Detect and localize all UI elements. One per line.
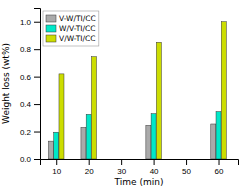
tick: 10	[52, 159, 61, 176]
tick: 0.8	[20, 45, 40, 54]
tick: 0.4	[20, 100, 40, 109]
tick-label: 0.0	[20, 155, 32, 164]
tick: 1.0	[20, 18, 40, 27]
tick-mark	[186, 159, 187, 165]
bar	[146, 125, 151, 159]
y-axis: 0.0 0.2 0.4 0.6 0.8 1.0	[20, 9, 41, 165]
tick-mark	[89, 159, 90, 165]
tick: 0.6	[20, 73, 40, 82]
tick: 20	[85, 159, 94, 176]
bar	[211, 124, 216, 159]
tick-label: 0.4	[20, 100, 32, 109]
legend-swatch	[46, 35, 56, 42]
bar	[86, 114, 91, 159]
legend-item: W/V-TI/CC	[46, 24, 95, 33]
legend: V-W/TI/CCW/V-TI/CCV/W-TI/CC	[43, 11, 99, 46]
tick: 0.2	[20, 128, 40, 137]
tick-mark	[56, 159, 57, 165]
axis-line	[41, 160, 239, 166]
tick-mark	[34, 49, 40, 50]
legend-swatch	[46, 25, 56, 32]
bar	[81, 127, 86, 159]
tick: 0.0	[20, 155, 40, 164]
bars	[48, 22, 226, 159]
tick-label: 10	[52, 167, 61, 176]
bar	[48, 141, 53, 159]
tick-label: 0.6	[20, 73, 32, 82]
axis-line	[34, 9, 41, 160]
bar	[91, 57, 96, 159]
tick-label: 0.2	[20, 128, 32, 137]
tick-mark	[154, 159, 155, 165]
bar	[221, 22, 226, 159]
tick-mark	[34, 104, 40, 105]
tick: 50	[182, 159, 191, 176]
x-axis: 10 20 30 40 50 60	[41, 159, 239, 176]
plot: 10 20 30 40 50 60 0.0 0.2 0.4 0.6 0.8 1.0 Time (min)…	[1, 9, 239, 188]
tick-label: 0.8	[20, 45, 32, 54]
tick-label: 60	[215, 167, 224, 176]
tick-mark	[34, 159, 40, 160]
tick-mark	[219, 159, 220, 165]
legend-swatch	[46, 15, 56, 22]
legend-item: V/W-TI/CC	[46, 34, 96, 43]
legend-label: V/W-TI/CC	[59, 34, 96, 43]
tick: 40	[150, 159, 159, 176]
tick-label: 1.0	[20, 18, 32, 27]
tick-label: 30	[117, 167, 126, 176]
tick-mark	[34, 132, 40, 133]
tick-label: 50	[182, 167, 191, 176]
tick: 60	[215, 159, 224, 176]
chart: 10 20 30 40 50 60 0.0 0.2 0.4 0.6 0.8 1.0 Time (min)…	[0, 0, 248, 189]
legend-frame	[43, 11, 99, 46]
tick-mark	[121, 159, 122, 165]
bar	[59, 74, 64, 159]
y-axis-title: Weight loss (wt%)	[1, 43, 11, 124]
tick-label: 20	[85, 167, 94, 176]
tick-mark	[34, 22, 40, 23]
bar	[54, 132, 59, 159]
tick-mark	[34, 77, 40, 78]
x-axis-title: Time (min)	[114, 177, 164, 187]
legend-label: V-W/TI/CC	[59, 14, 96, 23]
tick-label: 40	[150, 167, 159, 176]
tick: 30	[117, 159, 126, 176]
bar	[151, 114, 156, 159]
legend-item: V-W/TI/CC	[46, 14, 96, 23]
bar	[216, 112, 221, 159]
bar	[156, 42, 161, 159]
legend-label: W/V-TI/CC	[59, 24, 95, 33]
